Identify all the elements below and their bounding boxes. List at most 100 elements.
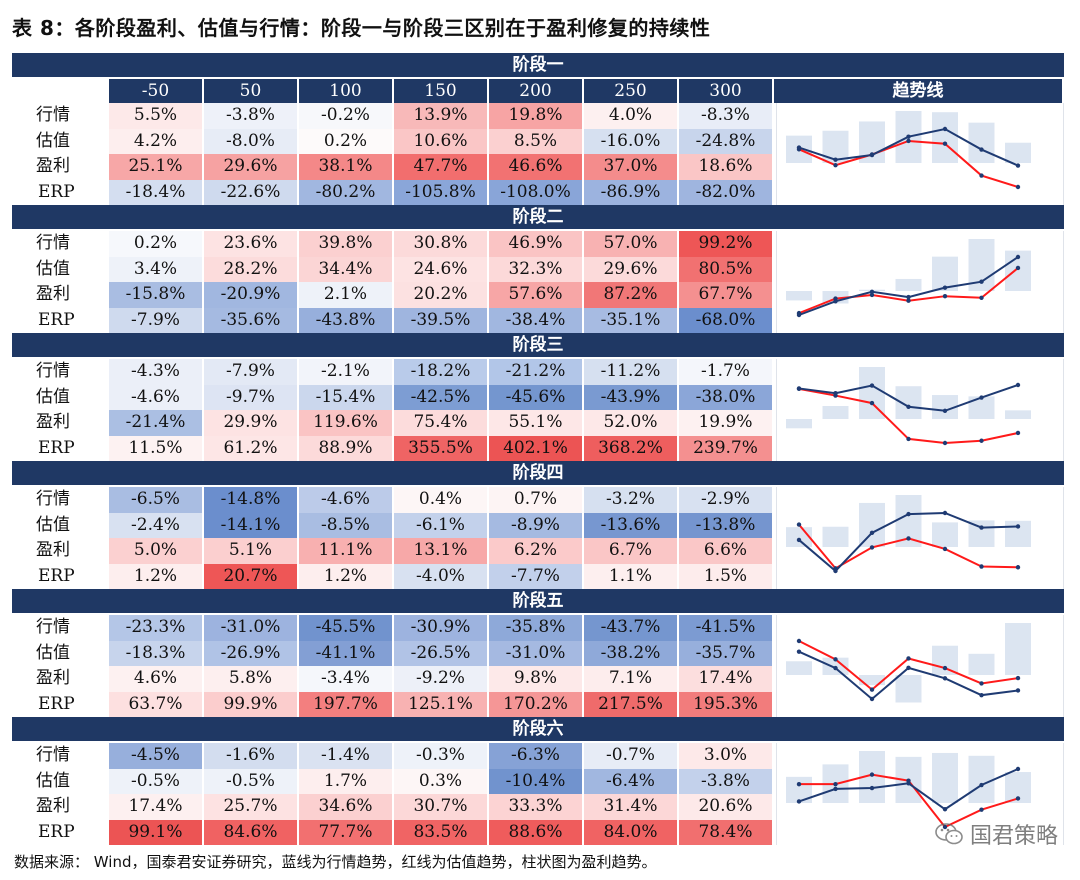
- trend-point: [1015, 766, 1021, 772]
- value-cell: 39.8%: [299, 231, 392, 257]
- value-cell: -0.3%: [394, 743, 487, 769]
- value-cell: 46.9%: [489, 231, 582, 257]
- value-cell: -0.7%: [584, 743, 677, 769]
- trend-point: [869, 530, 875, 536]
- value-cell: 217.5%: [584, 691, 677, 717]
- row-label: ERP: [38, 693, 75, 714]
- value-cell: -13.6%: [584, 512, 677, 538]
- stage-header: 阶段一: [12, 53, 1064, 77]
- trend-point: [979, 692, 984, 698]
- value-cell: 4.0%: [584, 103, 677, 129]
- table-row: 行情 -4.3% -7.9% -2.1% -18.2% -21.2% -11.2% -1.7%: [12, 359, 776, 385]
- column-header: 100: [299, 79, 392, 103]
- trend-point: [979, 395, 984, 400]
- value-cell: 5.0%: [109, 538, 202, 564]
- row-label: 估值: [36, 130, 70, 151]
- row-label: 估值: [36, 386, 70, 407]
- row-label: 行情: [36, 745, 70, 765]
- value-cell: 63.7%: [109, 691, 202, 717]
- value-cell: -45.6%: [489, 384, 582, 410]
- value-cell: 99.1%: [109, 819, 202, 845]
- value-cell: 57.0%: [584, 231, 677, 257]
- trend-point: [942, 676, 948, 681]
- value-cell: -31.0%: [204, 615, 297, 641]
- table-title: 表 8：各阶段盈利、估值与行情：阶段一与阶段三区别在于盈利修复的持续性: [12, 16, 711, 40]
- trend-bar: [968, 653, 995, 675]
- value-cell: -0.5%: [204, 768, 297, 794]
- value-cell: 32.3%: [489, 256, 582, 282]
- trend-point: [796, 145, 802, 150]
- trend-point: [833, 568, 838, 574]
- value-cell: -10.4%: [489, 768, 582, 794]
- value-cell: 87.2%: [584, 282, 677, 308]
- value-cell: 1.2%: [299, 563, 392, 589]
- column-header: 200: [489, 79, 582, 103]
- table-row: 盈利 17.4% 25.7% 34.6% 30.7% 33.3% 31.4% 20.6%: [12, 794, 776, 820]
- value-cell: 46.6%: [489, 154, 582, 180]
- value-cell: 9.8%: [489, 666, 582, 692]
- trend-bar: [822, 406, 849, 419]
- column-header: 50: [204, 79, 297, 103]
- value-cell: 13.1%: [394, 538, 487, 564]
- trend-point: [942, 824, 948, 830]
- table-row: 估值 -4.6% -9.7% -15.4% -42.5% -45.6% -43.9% -38.…: [12, 384, 776, 410]
- value-cell: -7.9%: [109, 307, 202, 333]
- value-cell: -43.7%: [584, 615, 677, 641]
- value-cell: 67.7%: [679, 282, 772, 308]
- value-cell: 2.1%: [299, 282, 392, 308]
- trend-chart: [786, 751, 1031, 830]
- value-cell: -105.8%: [394, 179, 487, 205]
- table-row: 盈利 4.6% 5.8% -3.4% -9.2% 9.8% 7.1% 17.4%: [12, 666, 776, 692]
- trend-point: [869, 545, 875, 550]
- value-cell: -24.8%: [679, 128, 772, 154]
- trend-point: [1015, 382, 1021, 388]
- value-cell: -14.1%: [204, 512, 297, 538]
- row-label-spacer: [12, 79, 109, 103]
- row-label: 估值: [36, 514, 70, 535]
- row-label: ERP: [38, 565, 75, 586]
- value-cell: -35.1%: [584, 307, 677, 333]
- trend-point: [942, 126, 948, 132]
- trend-point: [796, 638, 802, 644]
- value-cell: 0.2%: [109, 231, 202, 257]
- value-cell: 47.7%: [394, 154, 487, 180]
- value-cell: 31.4%: [584, 794, 677, 820]
- row-label: 行情: [36, 617, 70, 637]
- value-cell: -39.5%: [394, 307, 487, 333]
- value-cell: 0.2%: [299, 128, 392, 154]
- trend-bar: [932, 395, 958, 419]
- value-cell: 3.4%: [109, 256, 202, 282]
- trend-point: [942, 293, 948, 299]
- trend-chart: [786, 623, 1031, 703]
- stage-rows: 行情 -4.5% -1.6% -1.4% -0.3% -6.3% -0.7% 3.0% 估值 -0…: [12, 743, 776, 845]
- table-row: 估值 -18.3% -26.9% -41.1% -26.5% -31.0% -38.2% -3…: [12, 640, 776, 666]
- value-cell: 1.5%: [679, 563, 772, 589]
- value-cell: 125.1%: [394, 691, 487, 717]
- trend-point: [906, 134, 911, 139]
- value-cell: 34.6%: [299, 794, 392, 820]
- value-cell: -18.3%: [109, 640, 202, 666]
- table-row: 行情 -6.5% -14.8% -4.6% 0.4% 0.7% -3.2% -2.9%: [12, 487, 776, 513]
- table-row: 行情 0.2% 23.6% 39.8% 30.8% 46.9% 57.0% 99.2%: [12, 231, 776, 257]
- value-cell: -3.8%: [679, 768, 772, 794]
- value-cell: 5.5%: [109, 103, 202, 129]
- trend-box: [776, 231, 1064, 333]
- value-cell: -3.8%: [204, 103, 297, 129]
- value-cell: 19.9%: [679, 410, 772, 436]
- value-cell: 75.4%: [394, 410, 487, 436]
- trend-point: [869, 785, 875, 791]
- trend-point: [1015, 254, 1021, 260]
- row-label: 盈利: [36, 796, 70, 816]
- value-cell: -8.9%: [489, 512, 582, 538]
- stage-body: 行情 -4.3% -7.9% -2.1% -18.2% -21.2% -11.2% -1.7%…: [12, 359, 1064, 461]
- stage-header: 阶段六: [12, 717, 1064, 741]
- value-cell: 6.7%: [584, 538, 677, 564]
- trend-box: [776, 359, 1064, 461]
- value-cell: -18.2%: [394, 359, 487, 385]
- trend-point: [979, 782, 984, 788]
- value-cell: 3.0%: [679, 743, 772, 769]
- trend-bar: [932, 645, 958, 675]
- trend-point: [906, 665, 911, 671]
- trend-point: [1015, 565, 1021, 570]
- trend-bar: [968, 755, 995, 803]
